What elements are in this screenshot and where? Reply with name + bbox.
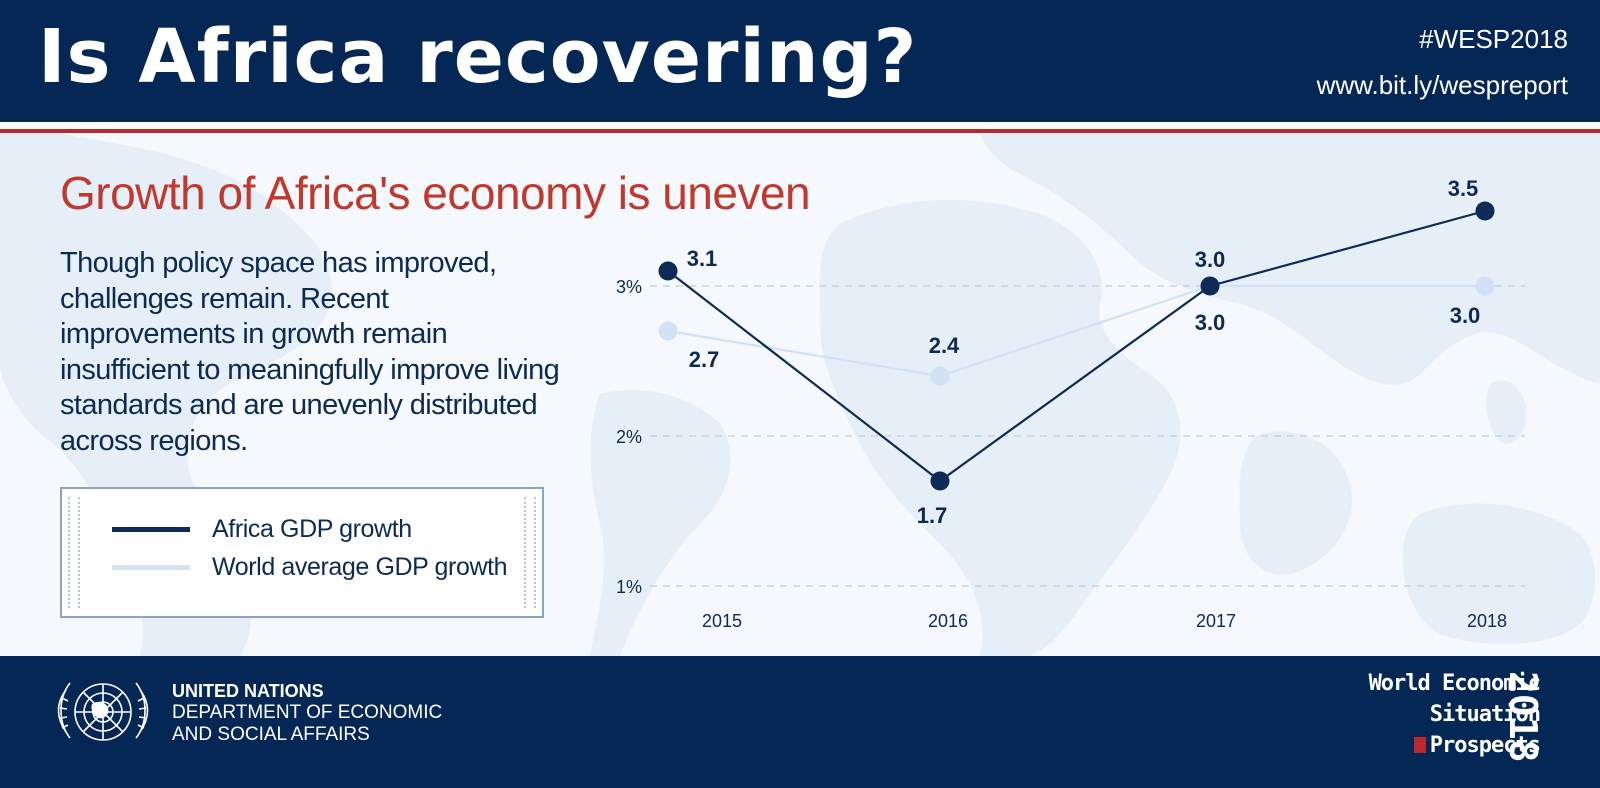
data-label-africa: 3.1 — [687, 246, 718, 271]
data-label-world: 2.4 — [929, 333, 960, 358]
description-text: Though policy space has improved, challe… — [60, 247, 560, 457]
footer-bar — [0, 656, 1600, 788]
un-desa-wordmark: UNITED NATIONS DEPARTMENT OF ECONOMIC AN… — [172, 680, 442, 746]
wesp-line-3: Prospects — [1429, 733, 1541, 758]
page-title: Is Africa recovering? — [38, 14, 918, 100]
red-divider — [0, 129, 1600, 133]
wesp-year: 2018 — [1501, 671, 1545, 763]
legend-swatch-world — [112, 564, 190, 570]
data-label-africa: 3.0 — [1195, 247, 1226, 272]
un-emblem-icon — [57, 682, 149, 741]
x-tick-label: 2018 — [1467, 611, 1507, 631]
x-tick-label: 2017 — [1196, 611, 1236, 631]
series-line-africa — [667, 209, 1486, 483]
data-point-africa — [658, 261, 678, 281]
desa-line-2: AND SOCIAL AFFAIRS — [172, 724, 370, 745]
data-label-world: 3.0 — [1195, 310, 1226, 335]
legend-item-world: World average GDP growth — [112, 552, 508, 582]
wesp-line-1: World Economic — [1368, 671, 1541, 696]
legend-swatch-africa — [112, 526, 190, 532]
data-label-africa: 1.7 — [917, 503, 948, 528]
data-label-world: 2.7 — [689, 347, 720, 372]
data-label-world: 3.0 — [1450, 303, 1481, 328]
legend-label-world: World average GDP growth — [212, 552, 508, 581]
world-map-background — [0, 134, 1600, 656]
and-badge-icon — [1413, 737, 1426, 753]
x-tick-label: 2016 — [928, 611, 968, 631]
desa-line-1: DEPARTMENT OF ECONOMIC — [172, 702, 443, 723]
series-line-world — [667, 284, 1485, 378]
y-tick-label: 3% — [616, 277, 642, 297]
wesp-line-2: Situation — [1429, 702, 1541, 727]
wesp-logo-text: World Economic Situation Prospects — [1340, 668, 1541, 761]
header-bar — [0, 0, 1600, 122]
chart-subtitle: Growth of Africa's economy is uneven — [60, 167, 811, 219]
hashtag: #WESP2018 — [1419, 24, 1568, 54]
un-name: UNITED NATIONS — [172, 681, 324, 701]
chart-legend: Africa GDP growth World average GDP grow… — [60, 487, 544, 618]
report-link[interactable]: www.bit.ly/wespreport — [1316, 70, 1568, 100]
data-label-africa: 3.5 — [1448, 176, 1479, 201]
data-point-world — [930, 366, 950, 386]
y-tick-label: 2% — [616, 427, 642, 447]
main-panel — [0, 134, 1600, 656]
data-point-world — [658, 321, 678, 341]
wesp-year-logo: 2018 — [1501, 671, 1545, 763]
y-tick-label: 1% — [616, 577, 642, 597]
data-point-africa — [1200, 276, 1220, 296]
data-point-africa — [930, 471, 950, 491]
x-tick-label: 2015 — [702, 611, 742, 631]
data-point-africa — [1475, 201, 1495, 221]
data-point-world — [1475, 276, 1495, 296]
gdp-growth-line-chart: 1% 2% 3% 2015 2016 2017 2018 3.1 1.7 3.0 3.5 2.7 2.4… — [616, 176, 1525, 631]
legend-label-africa: Africa GDP growth — [212, 514, 412, 543]
legend-item-africa: Africa GDP growth — [112, 514, 412, 544]
